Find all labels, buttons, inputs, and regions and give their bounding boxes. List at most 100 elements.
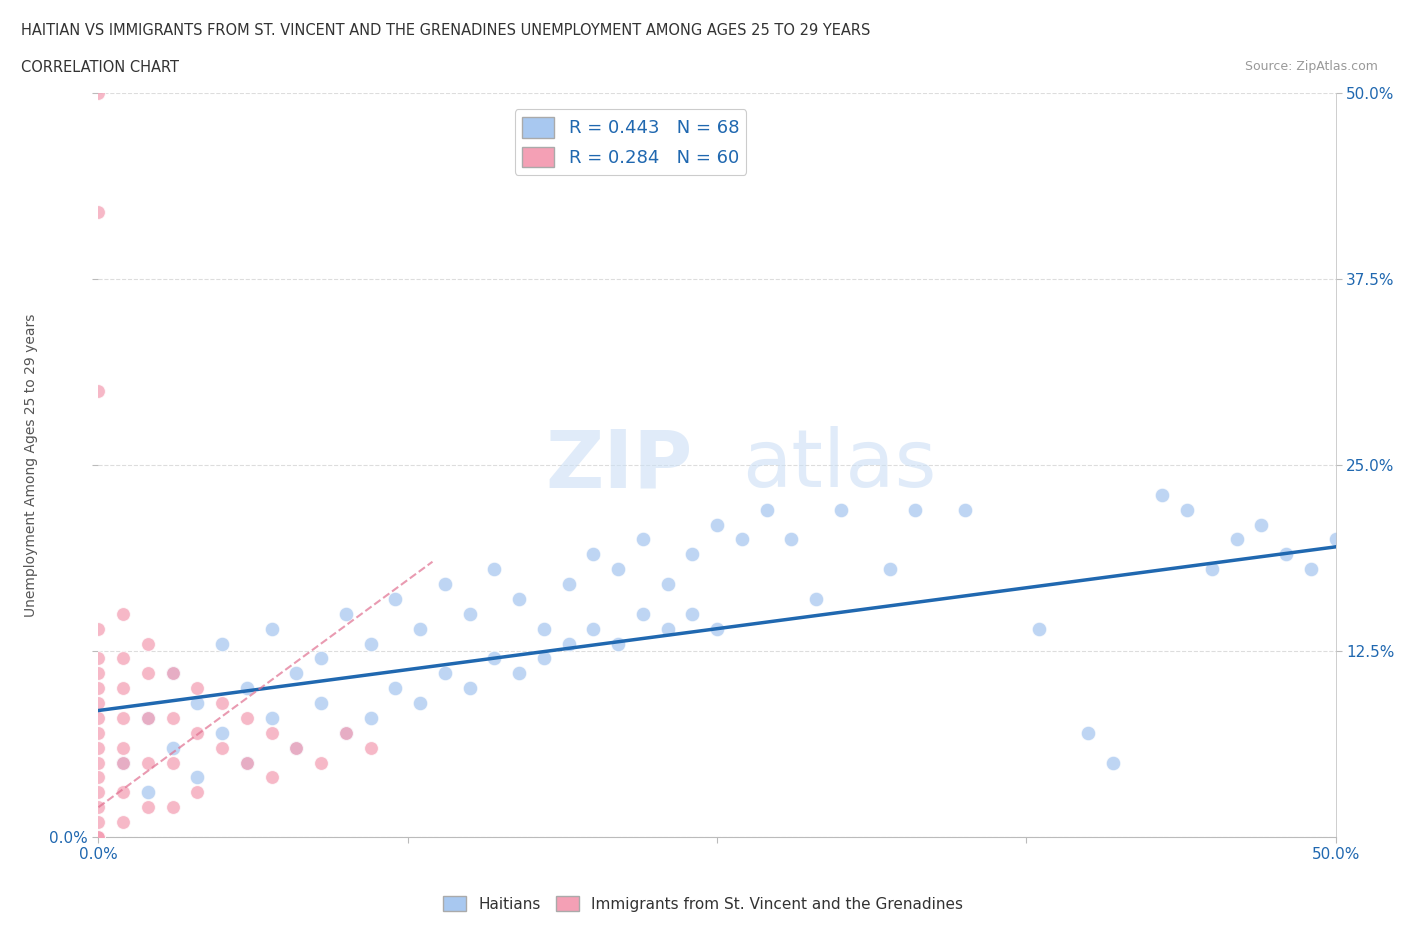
Point: [879, 562, 901, 577]
Point: [87, 830, 110, 844]
Point: [112, 651, 135, 666]
Point: [211, 725, 233, 740]
Point: [186, 681, 208, 696]
Point: [136, 666, 159, 681]
Point: [557, 636, 579, 651]
Point: [1077, 725, 1099, 740]
Point: [904, 502, 927, 517]
Point: [87, 785, 110, 800]
Point: [557, 577, 579, 591]
Point: [360, 711, 382, 725]
Point: [706, 517, 728, 532]
Point: [681, 547, 703, 562]
Point: [260, 770, 283, 785]
Text: atlas: atlas: [742, 426, 936, 504]
Text: HAITIAN VS IMMIGRANTS FROM ST. VINCENT AND THE GRENADINES UNEMPLOYMENT AMONG AGE: HAITIAN VS IMMIGRANTS FROM ST. VINCENT A…: [21, 23, 870, 38]
Point: [260, 725, 283, 740]
Point: [236, 681, 259, 696]
Point: [87, 830, 110, 844]
Legend: Haitians, Immigrants from St. Vincent and the Grenadines: Haitians, Immigrants from St. Vincent an…: [437, 889, 969, 918]
Point: [136, 785, 159, 800]
Point: [87, 205, 110, 219]
Point: [136, 711, 159, 725]
Point: [1028, 621, 1050, 636]
Point: [162, 800, 184, 815]
Point: [87, 830, 110, 844]
Point: [657, 577, 679, 591]
Point: [211, 740, 233, 755]
Point: [87, 86, 110, 100]
Point: [508, 591, 530, 606]
Point: [285, 740, 308, 755]
Point: [260, 711, 283, 725]
Point: [657, 621, 679, 636]
Point: [360, 740, 382, 755]
Point: [607, 636, 630, 651]
Point: [87, 755, 110, 770]
Point: [731, 532, 754, 547]
Point: [335, 606, 357, 621]
Point: [87, 830, 110, 844]
Point: [136, 755, 159, 770]
Point: [87, 711, 110, 725]
Point: [136, 636, 159, 651]
Point: [87, 830, 110, 844]
Point: [87, 621, 110, 636]
Point: [162, 740, 184, 755]
Point: [1299, 562, 1322, 577]
Point: [804, 591, 827, 606]
Point: [631, 606, 654, 621]
Point: [236, 755, 259, 770]
Point: [607, 562, 630, 577]
Point: [384, 681, 406, 696]
Point: [87, 830, 110, 844]
Point: [681, 606, 703, 621]
Point: [112, 740, 135, 755]
Point: [186, 770, 208, 785]
Point: [87, 830, 110, 844]
Point: [87, 651, 110, 666]
Point: [112, 755, 135, 770]
Point: [484, 562, 506, 577]
Point: [211, 636, 233, 651]
Point: [285, 666, 308, 681]
Point: [87, 830, 110, 844]
Point: [582, 621, 605, 636]
Point: [533, 651, 555, 666]
Point: [582, 547, 605, 562]
Point: [112, 711, 135, 725]
Point: [136, 711, 159, 725]
Point: [87, 800, 110, 815]
Point: [87, 696, 110, 711]
Point: [484, 651, 506, 666]
Point: [433, 666, 456, 681]
Point: [87, 815, 110, 830]
Point: [112, 785, 135, 800]
Point: [1152, 487, 1174, 502]
Point: [87, 830, 110, 844]
Point: [87, 830, 110, 844]
Y-axis label: Unemployment Among Ages 25 to 29 years: Unemployment Among Ages 25 to 29 years: [24, 313, 38, 617]
Point: [335, 725, 357, 740]
Point: [260, 621, 283, 636]
Point: [87, 830, 110, 844]
Text: Source: ZipAtlas.com: Source: ZipAtlas.com: [1244, 60, 1378, 73]
Point: [409, 621, 432, 636]
Point: [112, 815, 135, 830]
Point: [780, 532, 803, 547]
Point: [309, 651, 332, 666]
Point: [236, 711, 259, 725]
Point: [335, 725, 357, 740]
Point: [112, 606, 135, 621]
Point: [236, 755, 259, 770]
Legend: R = 0.443   N = 68, R = 0.284   N = 60: R = 0.443 N = 68, R = 0.284 N = 60: [515, 110, 747, 175]
Point: [830, 502, 852, 517]
Text: ZIP: ZIP: [546, 426, 692, 504]
Point: [162, 755, 184, 770]
Point: [1324, 532, 1347, 547]
Point: [186, 785, 208, 800]
Point: [1250, 517, 1272, 532]
Point: [1102, 755, 1125, 770]
Point: [508, 666, 530, 681]
Point: [87, 740, 110, 755]
